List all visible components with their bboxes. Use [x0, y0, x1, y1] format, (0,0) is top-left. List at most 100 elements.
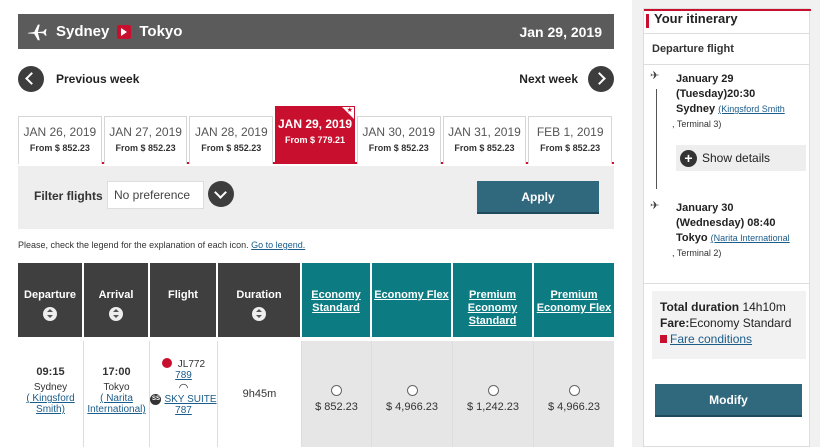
arrow-right-icon [117, 24, 132, 39]
date-tab[interactable]: FEB 1, 2019 From $ 852.23 [528, 116, 613, 164]
show-details-label: Show details [702, 151, 771, 165]
filter-label: Filter flights [34, 189, 103, 203]
header-accent-line [644, 9, 811, 11]
sort-icon[interactable] [252, 307, 266, 321]
header-premium-economy-flex[interactable]: Premium Economy Flex [534, 263, 614, 337]
next-week-label[interactable]: Next week [519, 72, 578, 86]
sort-icon[interactable] [109, 307, 123, 321]
departure-city: Sydney [33, 382, 68, 393]
departure-flight-label: Departure flight [652, 43, 734, 55]
date-tab[interactable]: JAN 26, 2019 From $ 852.23 [18, 116, 102, 164]
header-premium-economy-flex-label[interactable]: Premium Economy Flex [536, 289, 612, 314]
filter-select[interactable]: No preference [107, 181, 204, 209]
itinerary-title: Your itinerary [654, 11, 738, 26]
total-duration-label: Total duration [660, 300, 740, 314]
departure-time: 09:15 [36, 366, 65, 378]
date-tab-price: From $ 852.23 [201, 143, 262, 153]
table-row: 09:15 Sydney ( Kingsford Smith) 17:00 To… [18, 341, 614, 447]
sort-icon[interactable] [43, 307, 57, 321]
fare-price: $ 852.23 [315, 401, 358, 413]
flight-cell: JL772 789 ◠ SS SKY SUITE 787 [150, 341, 218, 447]
header-departure: Departure [18, 263, 84, 337]
date-tab-date: JAN 27, 2019 [109, 125, 182, 139]
itinerary-departure: January 29 (Tuesday)20:30 Sydney (Kingsf… [672, 72, 806, 132]
fare-radio[interactable] [406, 385, 418, 396]
divider [644, 283, 809, 284]
landing-icon: ✈ [650, 200, 660, 212]
fare-option-premium-economy-standard[interactable]: $ 1,242.23 [453, 341, 534, 447]
fare-option-economy-flex[interactable]: $ 4,966.23 [372, 341, 453, 447]
previous-week-button[interactable] [18, 66, 44, 92]
itinerary-arr-airport-link[interactable]: (Narita International [710, 233, 790, 243]
date-tab-price: From $ 852.23 [368, 143, 429, 153]
chevron-down-icon[interactable] [208, 181, 234, 207]
sky-suite-badge-icon: SS [150, 394, 162, 405]
fare-value: Economy Standard [689, 316, 792, 330]
date-tab[interactable]: JAN 27, 2019 From $ 852.23 [103, 116, 188, 164]
date-tabs: JAN 26, 2019 From $ 852.23 JAN 27, 2019 … [18, 106, 614, 164]
itinerary-panel: Your itinerary Departure flight ✈ Januar… [643, 8, 811, 447]
header-duration-label: Duration [236, 289, 282, 301]
show-details-button[interactable]: + Show details [676, 145, 806, 171]
legend-note: Please, check the legend for the explana… [18, 240, 305, 250]
fare-option-economy-standard[interactable]: $ 852.23 [302, 341, 372, 447]
header-economy-standard-label[interactable]: Economy Standard [311, 289, 361, 314]
header-premium-economy-standard-label[interactable]: Premium Economy Standard [467, 289, 518, 327]
date-tab[interactable]: JAN 28, 2019 From $ 852.23 [189, 116, 274, 164]
fare-conditions-link[interactable]: Fare conditions [670, 332, 753, 346]
previous-week-label[interactable]: Previous week [56, 72, 140, 86]
arrival-airport-link[interactable]: ( Narita International) [87, 393, 146, 415]
fare-radio[interactable] [331, 385, 342, 396]
header-departure-label: Departure [24, 289, 76, 301]
departure-airport-link[interactable]: ( Kingsford Smith) [26, 393, 75, 415]
header-flight-label: Flight [168, 289, 198, 301]
aircraft-link[interactable]: SKY SUITE 787 [164, 394, 217, 417]
fare-option-premium-economy-flex[interactable]: $ 4,966.23 [534, 341, 614, 447]
date-tab-date: JAN 29, 2019 [277, 117, 353, 131]
header-accent-mark [646, 14, 649, 28]
arrival-cell: 17:00 Tokyo ( Narita International) [84, 341, 150, 447]
date-tab-price: From $ 852.23 [29, 143, 90, 153]
header-arrival: Arrival [84, 263, 150, 337]
date-tab-date: FEB 1, 2019 [536, 125, 604, 139]
wifi-icon: ◠ [178, 382, 189, 394]
header-economy-standard[interactable]: Economy Standard [302, 263, 372, 337]
flight-code: JL772 [177, 359, 206, 370]
takeoff-icon: ✈ [650, 70, 660, 82]
header-duration: Duration [218, 263, 302, 337]
fare-price: $ 4,966.23 [548, 401, 600, 413]
fare-price: $ 1,242.23 [467, 401, 519, 413]
route-timeline [656, 89, 657, 189]
table-header: Departure Arrival Flight Duration Econom… [18, 263, 614, 337]
travel-date: Jan 29, 2019 [519, 23, 602, 40]
total-duration-value: 14h10m [742, 300, 786, 314]
arrival-time: 17:00 [102, 366, 131, 378]
date-tab[interactable]: JAN 30, 2019 From $ 852.23 [356, 116, 441, 164]
fare-radio[interactable] [568, 385, 580, 396]
flight-number-link[interactable]: 789 [175, 370, 192, 381]
fare-radio[interactable] [487, 385, 499, 396]
airplane-icon [27, 24, 47, 40]
date-tab-date: JAN 28, 2019 [194, 125, 268, 139]
itinerary-arrival: January 30 (Wednesday) 08:40 Tokyo (Nari… [672, 201, 806, 261]
modify-button[interactable]: Modify [655, 384, 802, 417]
date-tab[interactable]: JAN 31, 2019 From $ 852.23 [442, 116, 527, 164]
arrival-city: Tokyo [103, 382, 130, 393]
divider [644, 33, 809, 34]
fare-price: $ 4,966.23 [386, 401, 438, 413]
itinerary-arr-date: January 30 [676, 202, 734, 214]
week-navigation: Previous week Next week [18, 66, 614, 92]
header-premium-economy-standard[interactable]: Premium Economy Standard [453, 263, 534, 337]
next-week-button[interactable] [588, 66, 614, 92]
itinerary-dep-airport-link[interactable]: (Kingsford Smith [718, 104, 785, 114]
date-tab-price: From $ 852.23 [115, 143, 176, 153]
apply-button[interactable]: Apply [477, 181, 599, 214]
header-economy-flex-label[interactable]: Economy Flex [374, 289, 449, 301]
itinerary-dep-city: Sydney [676, 103, 716, 115]
star-icon [341, 106, 354, 119]
date-tab-selected[interactable]: JAN 29, 2019 From $ 779.21 [275, 106, 355, 164]
date-tab-price: From $ 852.23 [540, 143, 601, 153]
go-to-legend-link[interactable]: Go to legend. [251, 240, 306, 250]
itinerary-dep-time: (Tuesday)20:30 [676, 88, 756, 100]
header-economy-flex[interactable]: Economy Flex [372, 263, 453, 337]
